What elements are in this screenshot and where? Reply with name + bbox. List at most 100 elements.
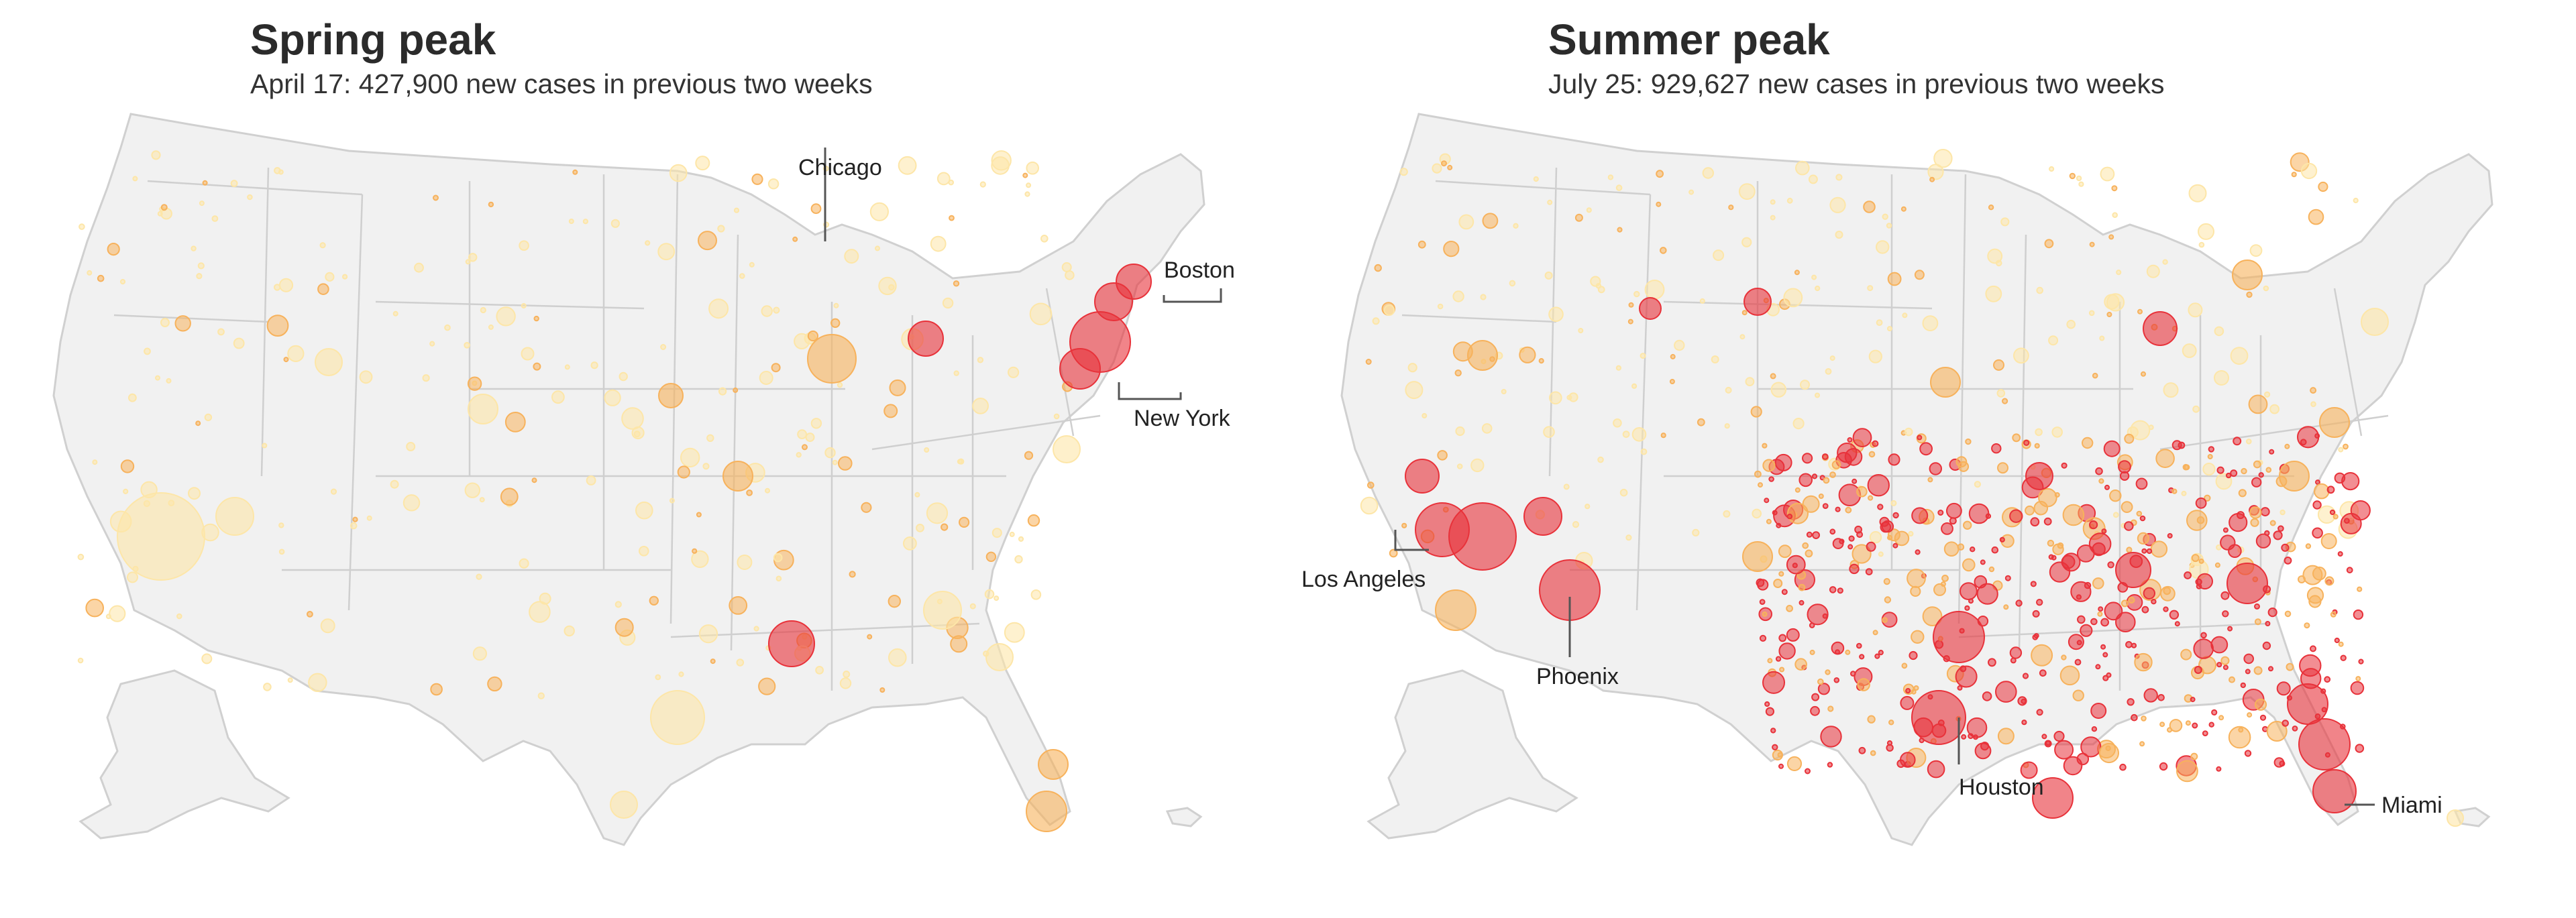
case-bubble — [1878, 551, 1884, 557]
case-bubble — [2269, 449, 2275, 455]
case-bubble — [2259, 714, 2267, 721]
case-bubble — [1892, 542, 1898, 549]
case-bubble — [2241, 467, 2247, 475]
case-bubble — [2262, 641, 2271, 650]
case-bubble — [2136, 510, 2143, 517]
case-bubble — [2036, 709, 2043, 716]
case-bubble — [120, 459, 135, 473]
case-bubble — [1024, 451, 1034, 460]
case-bubble — [390, 479, 399, 489]
case-bubble — [2207, 454, 2213, 459]
case-bubble — [1405, 381, 1424, 400]
case-bubble — [888, 595, 902, 608]
case-bubble — [1759, 599, 1766, 605]
case-bubble — [2318, 181, 2328, 192]
case-bubble — [830, 318, 841, 328]
case-bubble — [487, 676, 502, 692]
case-bubble — [1578, 328, 1584, 333]
case-bubble — [2218, 715, 2224, 721]
case-bubble — [985, 643, 1014, 671]
case-bubble — [2314, 483, 2330, 500]
case-bubble — [2253, 460, 2261, 469]
case-bubble — [1849, 563, 1860, 575]
case-bubble — [2089, 520, 2098, 530]
case-bubble — [504, 412, 526, 433]
case-bubble — [2308, 595, 2322, 608]
city-labels: Chicago Boston New York — [798, 148, 1235, 431]
case-bubble — [2198, 241, 2205, 248]
case-bubble — [128, 393, 137, 402]
case-bubble — [2115, 612, 2136, 633]
case-bubble — [2134, 652, 2153, 672]
case-bubble — [2353, 197, 2359, 204]
case-bubble — [2254, 618, 2261, 626]
case-bubble — [564, 364, 570, 370]
case-bubble — [2190, 752, 2198, 760]
case-bubble — [1848, 535, 1855, 542]
case-bubble — [2106, 312, 2112, 317]
case-bubble — [1786, 514, 1793, 520]
case-bubble — [2312, 769, 2357, 813]
case-bubble — [2253, 666, 2263, 675]
case-bubble — [2163, 606, 2169, 612]
case-bubble — [1777, 752, 1783, 758]
case-bubble — [500, 487, 519, 506]
case-bubble — [2163, 382, 2179, 398]
case-bubble — [1631, 383, 1638, 389]
case-bubble — [278, 169, 284, 175]
case-bubble — [2141, 371, 2146, 377]
case-bubble — [1911, 689, 1917, 695]
case-bubble — [660, 344, 667, 350]
case-bubble — [307, 611, 313, 618]
case-bubble — [2078, 181, 2084, 187]
case-bubble — [464, 482, 480, 498]
case-bubble — [1964, 605, 1970, 611]
case-bubble — [87, 270, 93, 276]
case-bubble — [1417, 240, 1426, 249]
case-bubble — [278, 549, 285, 555]
case-bubble — [2095, 664, 2101, 670]
case-bubble — [2284, 557, 2292, 565]
case-bubble — [2220, 591, 2230, 600]
case-bubble — [984, 589, 995, 599]
case-bubble — [2227, 626, 2233, 632]
case-bubble — [2143, 587, 2156, 599]
case-bubble — [2240, 682, 2247, 689]
case-bubble — [2025, 505, 2035, 516]
case-bubble — [1435, 589, 1477, 631]
case-bubble — [2287, 683, 2328, 725]
case-bubble — [2135, 477, 2148, 490]
case-bubble — [174, 315, 191, 332]
case-bubble — [2310, 401, 2316, 408]
case-bubble — [718, 387, 727, 396]
case-bubble — [202, 180, 208, 186]
case-bubble — [1053, 413, 1060, 420]
case-bubble — [1776, 522, 1782, 528]
case-bubble — [2150, 540, 2168, 558]
case-bubble — [1927, 760, 1945, 779]
case-bubble — [2032, 610, 2040, 618]
city-labels: Los Angeles Phoenix Houston Miami — [1301, 530, 2443, 818]
case-bubble — [2032, 634, 2039, 640]
case-bubble — [2099, 335, 2105, 341]
case-bubble — [2066, 319, 2076, 329]
case-bubble — [773, 306, 780, 314]
case-bubble — [1886, 223, 1892, 229]
case-bubble — [2310, 387, 2317, 394]
case-bubble — [2355, 676, 2361, 682]
case-bubble — [201, 653, 213, 665]
case-bubble — [85, 598, 104, 618]
case-bubble — [2174, 621, 2180, 627]
case-bubble — [771, 363, 781, 373]
case-bubble — [1778, 544, 1792, 559]
case-bubble — [1401, 522, 1407, 528]
case-bubble — [1467, 340, 1498, 371]
los-angeles-leader-line — [1394, 530, 1429, 551]
case-bubble — [759, 371, 773, 385]
case-bubble — [2141, 606, 2149, 614]
case-bubble — [1799, 473, 1813, 487]
case-bubble — [1966, 717, 1988, 738]
case-bubble — [1762, 443, 1768, 449]
hawaii-landmass — [1165, 807, 1203, 827]
case-bubble — [195, 420, 201, 426]
